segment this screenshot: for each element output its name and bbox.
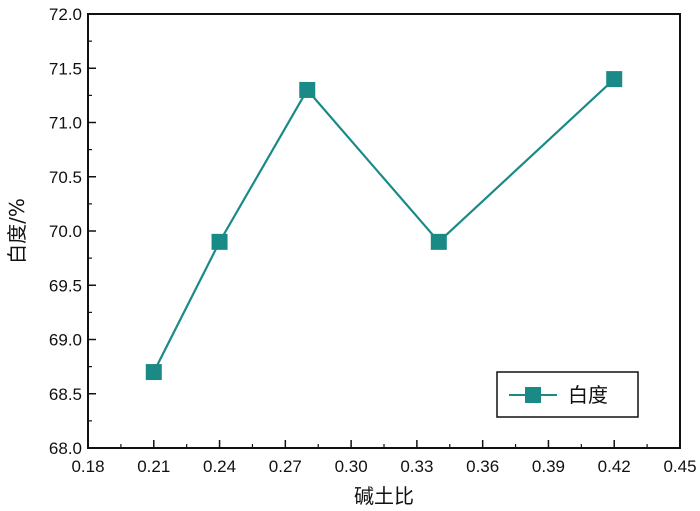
series-line — [152, 78, 615, 373]
x-tick-label: 0.27 — [269, 457, 302, 476]
y-tick-label: 70.5 — [49, 168, 82, 187]
y-tick-label: 69.0 — [49, 331, 82, 350]
y-tick-label: 71.5 — [49, 59, 82, 78]
y-tick-label: 68.5 — [49, 385, 82, 404]
plot-frame — [87, 13, 681, 449]
data-point-marker — [299, 81, 316, 98]
x-tick-label: 0.36 — [466, 457, 499, 476]
x-tick-label: 0.42 — [598, 457, 631, 476]
y-tick-label: 68.0 — [49, 439, 82, 458]
data-point-marker — [211, 233, 228, 250]
data-point-marker — [606, 71, 623, 88]
y-tick-label: 72.0 — [49, 5, 82, 24]
x-axis-title: 碱土比 — [354, 484, 414, 508]
x-tick-label: 0.18 — [71, 457, 104, 476]
legend: 白度 — [496, 371, 639, 418]
data-point-marker — [145, 364, 162, 381]
y-axis-ticks: 68.0 68.5 69.0 69.5 70.0 70.5 71.0 71.5 72.0 — [49, 5, 96, 458]
x-tick-label: 0.21 — [137, 457, 170, 476]
y-axis-title: 白度/% — [5, 198, 29, 264]
x-tick-label: 0.39 — [532, 457, 565, 476]
y-tick-label: 69.5 — [49, 276, 82, 295]
x-tick-label: 0.30 — [335, 457, 368, 476]
data-point-marker — [430, 233, 447, 250]
x-tick-label: 0.45 — [663, 457, 696, 476]
x-axis-ticks: 0.18 0.21 0.24 0.27 0.30 0.33 0.36 0.39 0.42 0.45 — [71, 440, 697, 476]
legend-label: 白度 — [568, 383, 608, 407]
x-tick-label: 0.24 — [203, 457, 236, 476]
x-tick-label: 0.33 — [400, 457, 433, 476]
y-tick-label: 70.0 — [49, 222, 82, 241]
y-tick-label: 71.0 — [49, 114, 82, 133]
legend-marker-square — [525, 387, 541, 403]
series-layer — [145, 71, 623, 381]
